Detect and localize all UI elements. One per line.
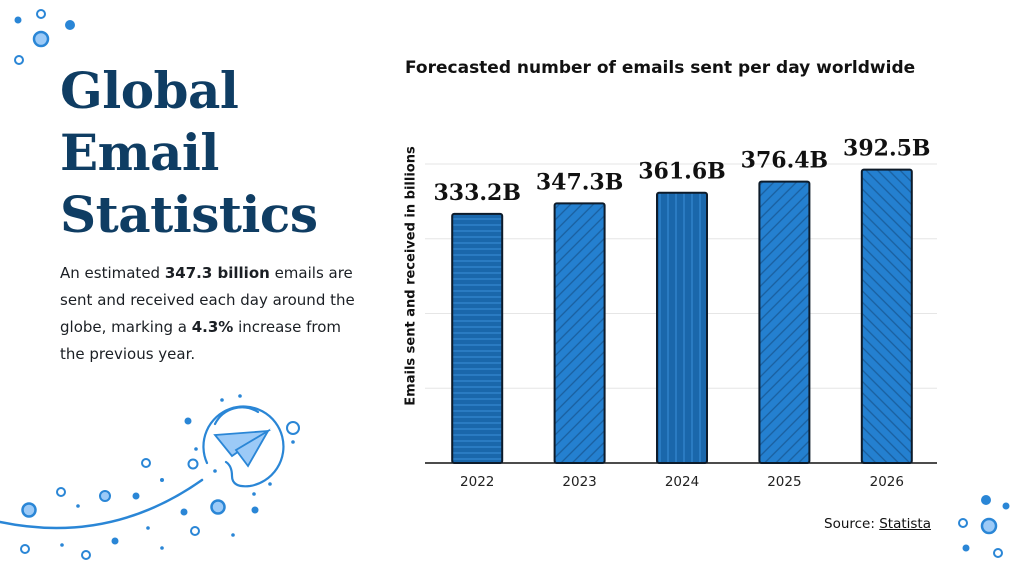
data-label: 361.6B	[638, 159, 725, 185]
title-line: Statistics	[60, 185, 318, 244]
bar-2023	[553, 202, 606, 464]
paper-plane-icon	[0, 405, 285, 530]
dot	[65, 20, 75, 30]
page-title: Global Email Statistics	[60, 60, 318, 246]
data-label: 392.5B	[843, 136, 930, 162]
x-tick-label: 2026	[870, 474, 904, 490]
source: Source: Statista	[824, 516, 931, 532]
ring	[14, 55, 24, 65]
x-tick-label: 2023	[562, 474, 596, 490]
desc-text: emails are sent and received each day ar…	[60, 264, 355, 336]
bubble	[980, 517, 998, 535]
dot	[14, 16, 22, 24]
data-label: 333.2B	[433, 180, 520, 206]
desc-highlight: 347.3 billion	[164, 264, 270, 282]
chart-title: Forecasted number of emails sent per day…	[405, 58, 916, 78]
dot	[1002, 502, 1010, 510]
desc-text: increase from the previous year.	[60, 318, 342, 363]
title-line: Email	[60, 123, 219, 182]
ring	[993, 548, 1003, 558]
description: An estimated 347.3 billion emails are se…	[60, 260, 360, 368]
bar-2022	[451, 212, 504, 464]
bar-2024	[656, 191, 708, 464]
data-label: 376.4B	[741, 148, 828, 174]
ring	[958, 518, 968, 528]
source-label: Source:	[824, 516, 880, 532]
ring	[36, 9, 46, 19]
data-label: 347.3B	[536, 169, 623, 195]
source-link[interactable]: Statista	[879, 516, 931, 532]
bar-2026	[860, 168, 913, 464]
x-tick-label: 2022	[460, 474, 494, 490]
title-line: Global	[60, 61, 239, 120]
dot	[981, 495, 991, 505]
desc-highlight: 4.3%	[191, 318, 234, 336]
dot	[962, 544, 970, 552]
x-tick-label: 2024	[665, 474, 699, 490]
x-tick-label: 2025	[767, 474, 801, 490]
desc-text: An estimated	[60, 264, 165, 282]
bubble	[32, 30, 50, 48]
bar-2025	[758, 180, 811, 465]
